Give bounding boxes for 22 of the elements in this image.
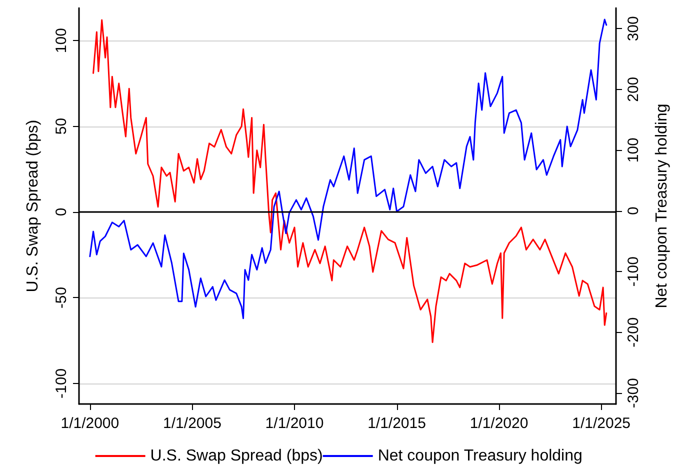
- x-tick-label: 1/1/2020: [470, 415, 528, 432]
- y2-tick-label: 200: [625, 76, 642, 102]
- y2-tick-label: -300: [625, 378, 642, 408]
- y-tick-label: -50: [53, 286, 70, 309]
- y-tick-label: -100: [53, 368, 70, 398]
- y2-axis-title: Net coupon Treasury holding: [654, 104, 670, 308]
- y2-tick-label: -200: [625, 317, 642, 348]
- y2-tick-label: -100: [625, 256, 642, 287]
- y-tick-label: 100: [53, 28, 70, 54]
- legend-label: U.S. Swap Spread (bps): [150, 448, 323, 464]
- x-tick-label: 1/1/2025: [572, 415, 631, 432]
- y2-tick-label: 300: [625, 16, 642, 42]
- y-tick-label: 0: [53, 208, 70, 216]
- legend-label: Net coupon Treasury holding: [378, 448, 582, 464]
- y2-tick-label: 0: [625, 206, 642, 216]
- y-tick-label: 50: [53, 118, 70, 135]
- y-axis-title: U.S. Swap Spread (bps): [24, 120, 42, 292]
- x-tick-label: 1/1/2005: [163, 415, 222, 432]
- x-tick-label: 1/1/2010: [265, 415, 324, 432]
- y2-tick-label: 100: [625, 138, 642, 163]
- x-tick-label: 1/1/2015: [368, 415, 426, 432]
- x-tick-label: 1/1/2000: [60, 415, 120, 432]
